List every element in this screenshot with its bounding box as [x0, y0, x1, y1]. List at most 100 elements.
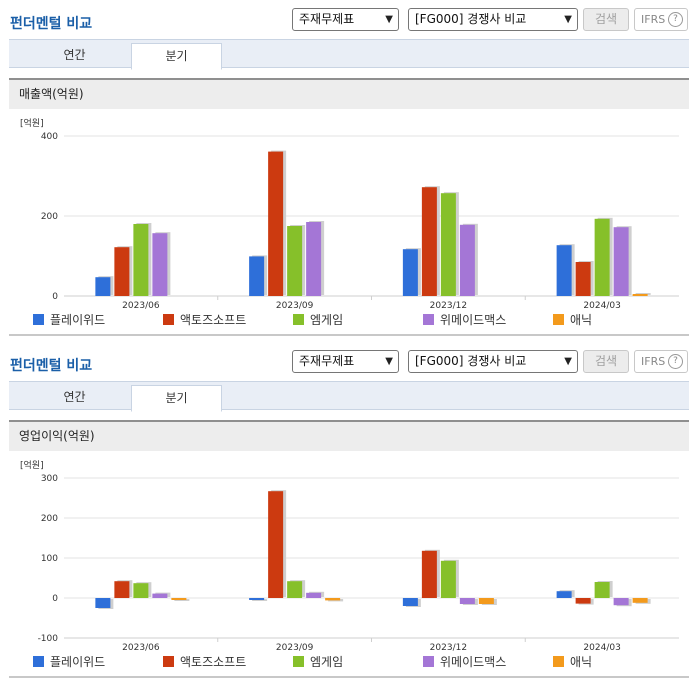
legend-label: 애닉	[570, 313, 593, 327]
y-tick-label: 200	[41, 514, 58, 524]
bar	[249, 598, 265, 600]
legend-swatch	[163, 314, 174, 325]
bar	[440, 560, 456, 598]
bar	[133, 583, 149, 598]
compare-select-value: [FG000] 경쟁사 비교	[415, 354, 527, 368]
search-button[interactable]: 검색	[583, 350, 629, 373]
bar	[152, 593, 168, 598]
help-icon: ?	[668, 354, 683, 369]
bar	[613, 227, 629, 296]
period-tabs: 연간 분기	[9, 39, 689, 70]
legend-swatch	[423, 656, 434, 667]
chevron-down-icon: ▼	[564, 14, 572, 25]
tab-quarterly[interactable]: 분기	[131, 385, 222, 412]
statement-select[interactable]: 주재무제표 ▼	[292, 8, 399, 31]
bar	[133, 224, 149, 296]
bar	[268, 491, 284, 598]
bar	[249, 256, 265, 296]
bar	[556, 591, 572, 598]
chart-legend: 플레이위드 액토즈소프트 엠게임 위메이드맥스 애닉	[0, 313, 696, 329]
legend-swatch	[553, 656, 564, 667]
legend-swatch	[33, 656, 44, 667]
legend-item[interactable]: 액토즈소프트	[163, 313, 246, 329]
bar	[575, 598, 591, 604]
panel-title: 펀더멘털 비교	[10, 16, 93, 32]
y-tick-label: 0	[52, 292, 58, 302]
legend-item[interactable]: 플레이위드	[33, 655, 105, 671]
ifrs-label: IFRS	[641, 355, 666, 368]
divider	[9, 334, 689, 336]
compare-select[interactable]: [FG000] 경쟁사 비교 ▼	[408, 8, 578, 31]
bar	[114, 581, 130, 598]
y-tick-label: 400	[41, 132, 58, 142]
bar	[402, 598, 418, 606]
bar	[632, 598, 648, 603]
tab-annual[interactable]: 연간	[63, 48, 86, 62]
chart-legend: 플레이위드 액토즈소프트 엠게임 위메이드맥스 애닉	[0, 655, 696, 671]
bar	[306, 592, 322, 598]
statement-select[interactable]: 주재무제표 ▼	[292, 350, 399, 373]
ifrs-help-button[interactable]: IFRS?	[634, 350, 688, 373]
bar	[114, 247, 130, 296]
bar	[594, 218, 610, 296]
bar	[268, 151, 284, 296]
y-tick-label: 100	[41, 554, 58, 564]
bar	[402, 249, 418, 296]
period-tabs: 연간 분기	[9, 381, 689, 412]
legend-item[interactable]: 플레이위드	[33, 313, 105, 329]
legend-swatch	[163, 656, 174, 667]
bar	[575, 262, 591, 296]
legend-swatch	[553, 314, 564, 325]
x-tick-label: 2023/12	[430, 643, 467, 653]
bar	[440, 193, 456, 296]
legend-label: 액토즈소프트	[180, 655, 247, 669]
legend-item[interactable]: 애닉	[553, 655, 592, 671]
tab-annual[interactable]: 연간	[63, 390, 86, 404]
section-title: 매출액(억원)	[9, 78, 689, 109]
y-tick-label: 200	[41, 212, 58, 222]
bar	[171, 598, 187, 600]
x-tick-label: 2023/12	[430, 301, 467, 311]
x-tick-label: 2024/03	[583, 643, 620, 653]
x-tick-label: 2024/03	[583, 301, 620, 311]
legend-item[interactable]: 애닉	[553, 313, 592, 329]
legend-item[interactable]: 위메이드맥스	[423, 313, 506, 329]
bar	[421, 550, 437, 598]
y-tick-label: -100	[38, 634, 59, 644]
section-title: 영업이익(억원)	[9, 420, 689, 451]
legend-swatch	[293, 656, 304, 667]
unit-label: [억원]	[20, 117, 44, 129]
x-tick-label: 2023/09	[276, 643, 314, 653]
bar	[478, 598, 494, 604]
legend-label: 엠게임	[310, 313, 344, 327]
bar	[325, 598, 341, 601]
x-tick-label: 2023/09	[276, 301, 314, 311]
bar	[613, 598, 629, 606]
legend-item[interactable]: 엠게임	[293, 313, 343, 329]
panel-header: 펀더멘털 비교 주재무제표 ▼ [FG000] 경쟁사 비교 ▼ 검색 IFRS?	[0, 342, 696, 380]
revenue-panel: 펀더멘털 비교 주재무제표 ▼ [FG000] 경쟁사 비교 ▼ 검색 IFRS? …	[0, 0, 696, 336]
bar	[306, 222, 322, 296]
statement-select-value: 주재무제표	[299, 12, 355, 26]
y-tick-label: 0	[52, 594, 58, 604]
y-tick-label: 300	[41, 474, 58, 484]
operating-profit-panel: 펀더멘털 비교 주재무제표 ▼ [FG000] 경쟁사 비교 ▼ 검색 IFRS? …	[0, 342, 696, 684]
unit-label: [억원]	[20, 459, 44, 471]
legend-label: 위메이드맥스	[440, 655, 507, 669]
legend-label: 엠게임	[310, 655, 344, 669]
compare-select[interactable]: [FG000] 경쟁사 비교 ▼	[408, 350, 578, 373]
legend-item[interactable]: 엠게임	[293, 655, 343, 671]
panel-header: 펀더멘털 비교 주재무제표 ▼ [FG000] 경쟁사 비교 ▼ 검색 IFRS?	[0, 0, 696, 38]
chevron-down-icon: ▼	[385, 14, 393, 25]
bar	[556, 245, 572, 296]
bar	[287, 226, 303, 296]
bar	[594, 582, 610, 598]
chevron-down-icon: ▼	[385, 356, 393, 367]
legend-label: 위메이드맥스	[440, 313, 507, 327]
ifrs-help-button[interactable]: IFRS?	[634, 8, 688, 31]
legend-item[interactable]: 액토즈소프트	[163, 655, 246, 671]
revenue-chart: [억원] 0 200 400 2023/06 2023/09 2023/12 2024/03	[20, 117, 679, 311]
legend-item[interactable]: 위메이드맥스	[423, 655, 506, 671]
tab-quarterly[interactable]: 분기	[131, 43, 222, 70]
search-button[interactable]: 검색	[583, 8, 629, 31]
